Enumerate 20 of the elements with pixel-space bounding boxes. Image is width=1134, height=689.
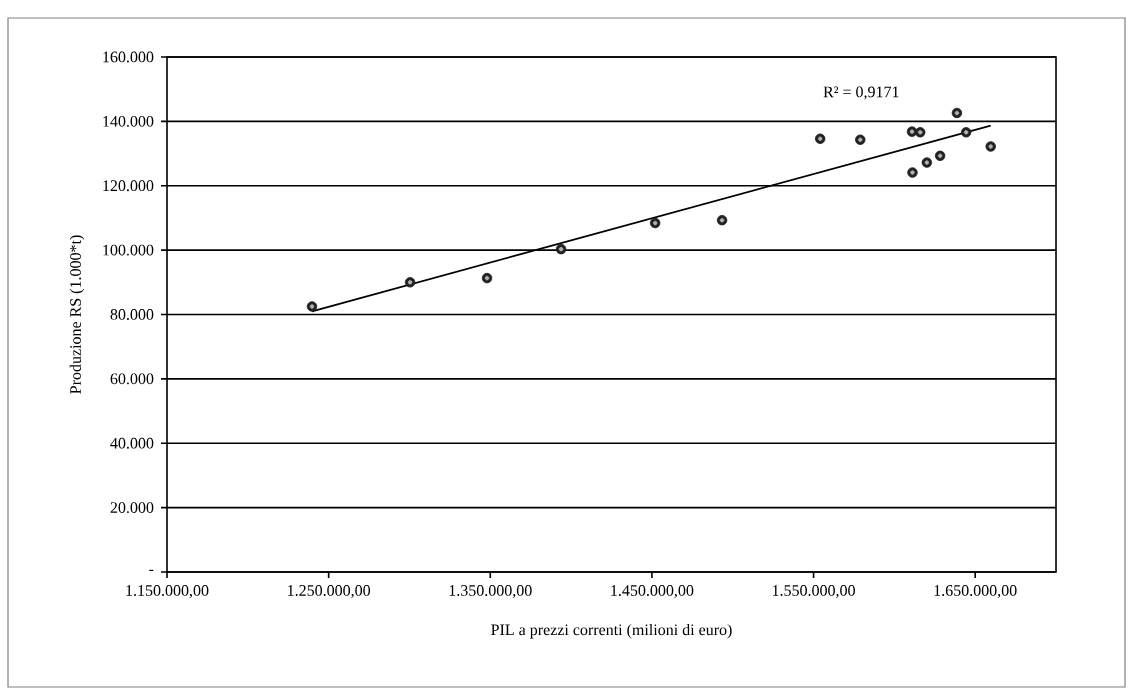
x-tick-label: 1.650.000,00 [934, 585, 1017, 599]
y-tick-label: 100.000 [103, 244, 154, 256]
y-axis-title: Produzione RS (1.000*t) [69, 235, 85, 394]
y-tick-label: 20.000 [110, 502, 154, 514]
y-tick-label: 160.000 [103, 51, 154, 63]
y-tick-label: - [149, 569, 154, 571]
y-tick-label: 140.000 [103, 115, 154, 127]
point [716, 214, 728, 226]
x-tick-label: 1.450.000,00 [611, 585, 694, 599]
x-tick-label: 1.250.000,00 [288, 585, 371, 599]
y-tick-label: 60.000 [110, 373, 154, 385]
x-axis-title: PIL a prezzi correnti (milioni di euro) [491, 623, 732, 639]
x-tick-label: 1.350.000,00 [449, 585, 532, 599]
x-tick-label: 1.550.000,00 [772, 585, 855, 599]
y-tick-label: 40.000 [110, 437, 154, 449]
y-tick-label: 120.000 [103, 180, 154, 192]
point [814, 133, 826, 144]
annotation: R² = 0,9171 [823, 86, 899, 100]
y-tick-label: 80.000 [110, 309, 154, 320]
x-tick-label: 1.150.000,00 [126, 585, 209, 599]
